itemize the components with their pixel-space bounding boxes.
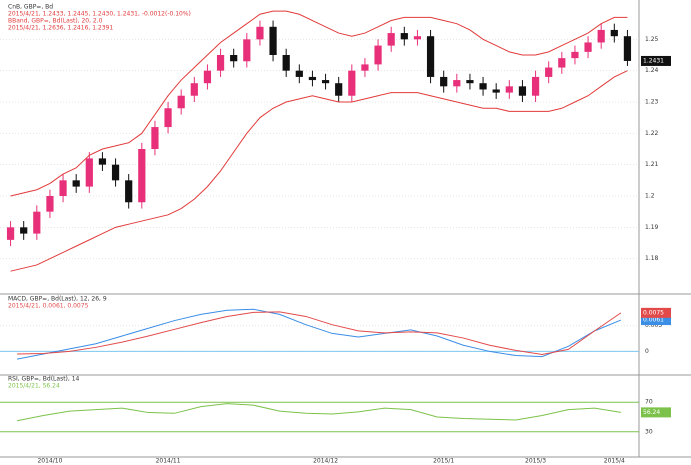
last-value-label: 56.24	[643, 409, 660, 416]
candle-body	[374, 45, 382, 65]
y-tick-label: 30	[645, 428, 653, 435]
y-tick-label: 0	[645, 348, 649, 355]
candle-body	[111, 164, 120, 181]
y-tick-label: 0.005	[645, 322, 662, 329]
last-price-label: 1.2431	[643, 57, 664, 64]
candle-body	[361, 64, 369, 71]
y-tick-label: 1.18	[645, 255, 659, 262]
series-line	[10, 70, 628, 272]
candle-body	[623, 36, 632, 61]
y-tick-label: 1.21	[645, 161, 659, 168]
candle-body	[282, 55, 290, 71]
candle-body	[164, 108, 172, 128]
candle-body	[295, 70, 303, 77]
candle-body	[335, 83, 343, 96]
candle-body	[138, 149, 146, 203]
x-tick-label: 2014/11	[156, 458, 181, 465]
candle-body	[348, 70, 356, 96]
legend-line: 2015/4/21, 0.0061, 0.0075	[8, 303, 89, 310]
y-tick-label: 1.23	[645, 99, 659, 106]
panel-title: CnB, GBP=, Bd	[8, 4, 53, 11]
candle-body	[203, 70, 212, 84]
candle-body	[243, 39, 251, 62]
candle-body	[216, 55, 225, 71]
last-value-label: 0.0061	[643, 317, 664, 324]
y-tick-label: 1.2	[645, 193, 655, 200]
legend-line: 2015/4/21, 1.2636, 1.2416, 1.2391	[8, 25, 113, 32]
last-value-box	[641, 307, 671, 318]
candle-body	[453, 80, 461, 87]
candle-body	[558, 58, 566, 68]
y-tick-label: 1.24	[645, 67, 659, 74]
candle-body	[321, 80, 330, 84]
series-line	[17, 311, 622, 356]
x-tick-label: 2015/1	[433, 458, 454, 465]
x-tick-label: 2014/10	[37, 458, 62, 465]
last-value-label: 0.0075	[643, 309, 664, 316]
candle-body	[413, 36, 422, 40]
candle-body	[190, 83, 198, 96]
candle-body	[20, 227, 28, 234]
candle-body	[426, 36, 435, 77]
candle-body	[584, 42, 592, 52]
candle-body	[59, 180, 67, 196]
candle-body	[256, 26, 264, 40]
candle-body	[531, 76, 540, 96]
panel-title: MACD, GBP=, Bd(Last), 12, 26, 9	[8, 296, 107, 303]
candle-body	[479, 83, 487, 90]
last-value-box	[641, 407, 671, 418]
candle-body	[85, 158, 93, 187]
candle-body	[308, 76, 317, 81]
x-tick-label: 2015/3	[525, 458, 546, 465]
candle-body	[545, 67, 553, 77]
candle-body	[177, 95, 185, 109]
candle-body	[230, 55, 238, 62]
candle-body	[46, 196, 54, 212]
x-tick-label: 2015/4	[604, 458, 625, 465]
y-tick-label: 1.22	[645, 130, 659, 137]
candle-body	[610, 29, 618, 37]
candle-body	[492, 89, 500, 93]
candle-body	[269, 26, 277, 55]
candle-body	[125, 180, 133, 203]
y-tick-label: 1.25	[645, 36, 659, 43]
candle-body	[33, 211, 41, 234]
candle-body	[6, 227, 15, 240]
legend-line: 2015/4/21, 56.24	[8, 383, 60, 390]
series-line	[10, 10, 628, 197]
candle-body	[466, 80, 474, 84]
legend-line: BBand, GBP=, Bd(Last), 20, 2.0	[8, 18, 103, 25]
candle-body	[400, 33, 408, 40]
series-line	[17, 308, 622, 360]
candle-body	[387, 33, 395, 46]
candle-body	[151, 127, 159, 149]
candle-body	[597, 29, 605, 43]
y-tick-label: 70	[645, 399, 653, 406]
series-line	[17, 403, 621, 422]
panel-title: RSI, GBP=, Bd(Last), 14	[8, 376, 80, 383]
candle-body	[440, 76, 448, 87]
last-price-box	[641, 55, 671, 66]
candle-body	[505, 86, 513, 93]
candle-body	[98, 158, 107, 165]
candle-body	[571, 51, 579, 59]
y-tick-label: 1.19	[645, 224, 659, 231]
last-value-box	[641, 315, 671, 326]
x-tick-label: 2014/12	[313, 458, 338, 465]
candle-body	[518, 86, 527, 96]
candle-body	[72, 180, 80, 187]
legend-line: 2015/4/21, 1.2433, 1.2445, 1.2430, 1.243…	[8, 11, 191, 18]
